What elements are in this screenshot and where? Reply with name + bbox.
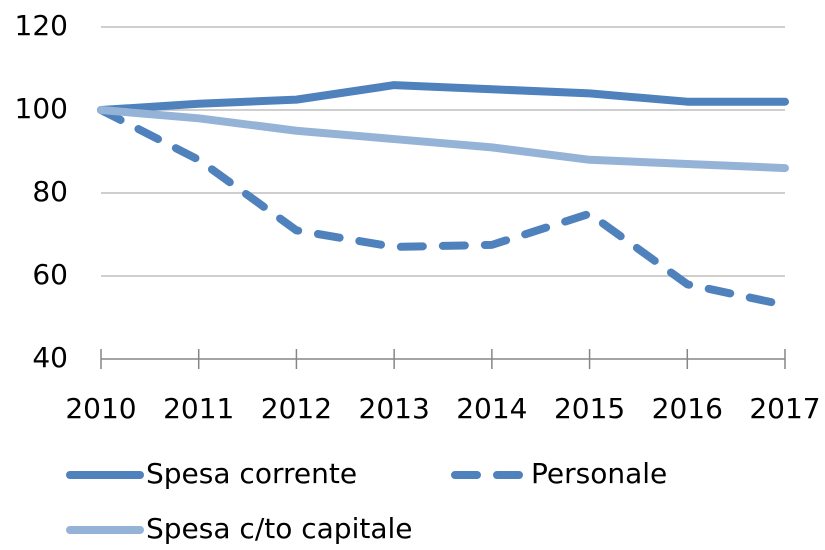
x-tick-label: 2017	[749, 392, 820, 425]
x-tick-label: 2016	[652, 392, 723, 425]
y-tick-label: 80	[32, 175, 68, 208]
y-tick-label: 60	[32, 258, 68, 291]
y-tick-label: 100	[15, 92, 68, 125]
legend-label: Personale	[531, 457, 667, 490]
series-line	[97, 106, 789, 173]
series-line	[97, 81, 789, 114]
y-tick-label: 40	[32, 341, 68, 374]
legend-label: Spesa c/to capitale	[146, 512, 413, 545]
legend-label: Spesa corrente	[146, 457, 357, 490]
series-line	[97, 106, 789, 310]
x-tick-label: 2011	[163, 392, 234, 425]
x-tick-label: 2014	[456, 392, 527, 425]
x-tick-label: 2010	[65, 392, 136, 425]
x-tick-label: 2015	[554, 392, 625, 425]
x-tick-label: 2012	[261, 392, 332, 425]
y-tick-label: 120	[15, 9, 68, 42]
x-tick-label: 2013	[359, 392, 430, 425]
